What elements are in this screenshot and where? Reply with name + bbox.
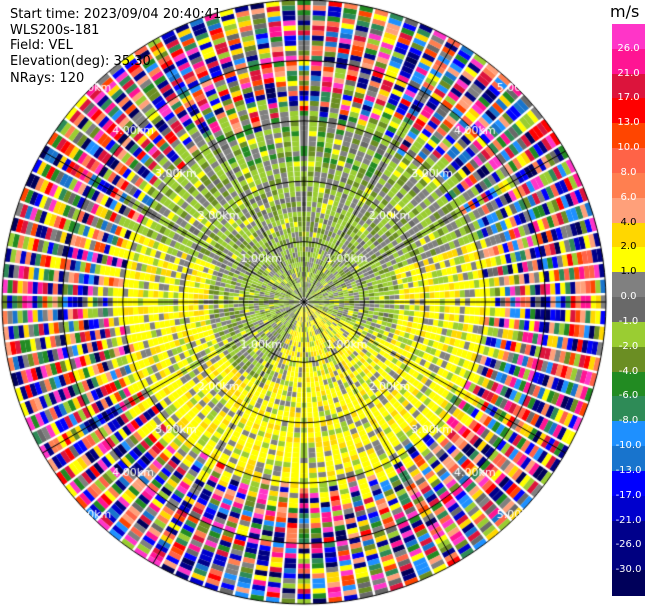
colorbar-tick-label: 21.0 xyxy=(617,67,640,79)
colorbar-segment xyxy=(612,247,645,273)
colorbar-tick-label: -4.0 xyxy=(618,365,639,377)
colorbar-tick-label: 6.0 xyxy=(620,191,637,203)
colorbar-segment xyxy=(612,172,645,199)
colorbar-tick-label: -1.0 xyxy=(618,315,639,327)
colorbar-segment xyxy=(612,48,645,75)
colorbar-tick-label: 1.0 xyxy=(620,266,637,278)
colorbar-tick-label: -10.0 xyxy=(615,440,642,452)
colorbar-segment xyxy=(612,545,645,571)
colorbar-tick-label: -17.0 xyxy=(615,489,642,501)
colorbar-segment xyxy=(612,98,645,124)
colorbar-tick-label: 8.0 xyxy=(620,166,637,178)
field-label: Field: VEL xyxy=(10,38,73,53)
colorbar-tick-label: 26.0 xyxy=(617,42,640,54)
colorbar-tick-label: 0.0 xyxy=(620,291,637,303)
colorbar-tick-label: 10.0 xyxy=(617,142,640,154)
colorbar-tick-label: -26.0 xyxy=(615,539,642,551)
colorbar-segment xyxy=(612,73,645,100)
colorbar-segment xyxy=(612,446,645,472)
colorbar-tick-label: 13.0 xyxy=(617,117,640,129)
colorbar-segment xyxy=(612,222,645,249)
instrument-label: WLS200s-181 xyxy=(10,23,100,38)
colorbar-segment xyxy=(612,470,645,497)
colorbar-segment xyxy=(612,520,645,546)
colorbar-segment xyxy=(612,495,645,522)
colorbar-tick-label: 17.0 xyxy=(617,92,640,104)
colorbar-segment xyxy=(612,346,645,373)
colorbar-segment xyxy=(612,272,645,298)
colorbar-tick-label: -2.0 xyxy=(618,340,639,352)
colorbar-segment xyxy=(612,570,645,596)
colorbar-tick-label: -30.0 xyxy=(615,564,642,576)
colorbar-tick-label: -21.0 xyxy=(615,514,642,526)
colorbar: 26.0 21.0 17.0 13.0 10.0 8.0 6.0 4.0 2.0 1.0 0.0 -1… xyxy=(612,24,645,596)
colorbar-tick-label: -8.0 xyxy=(618,415,639,427)
colorbar-tick-label: -6.0 xyxy=(618,390,639,402)
colorbar-segment xyxy=(612,123,645,149)
colorbar-segment xyxy=(612,396,645,422)
nrays-label: NRays: 120 xyxy=(10,71,85,86)
colorbar-segment xyxy=(612,321,645,348)
colorbar-segment xyxy=(612,197,645,224)
colorbar-tick-label: -13.0 xyxy=(615,464,642,476)
start-time-label: Start time: 2023/09/04 20:40:41 xyxy=(10,7,222,22)
colorbar-segment xyxy=(612,148,645,174)
colorbar-tick-label: 2.0 xyxy=(620,241,637,253)
colorbar-unit: m/s xyxy=(610,2,640,21)
colorbar-segment xyxy=(612,297,645,323)
colorbar-segment xyxy=(612,371,645,397)
colorbar-segment xyxy=(612,24,645,50)
elevation-label: Elevation(deg): 35.30 xyxy=(10,54,151,69)
colorbar-tick-label: 4.0 xyxy=(620,216,637,228)
colorbar-segment xyxy=(612,421,645,447)
